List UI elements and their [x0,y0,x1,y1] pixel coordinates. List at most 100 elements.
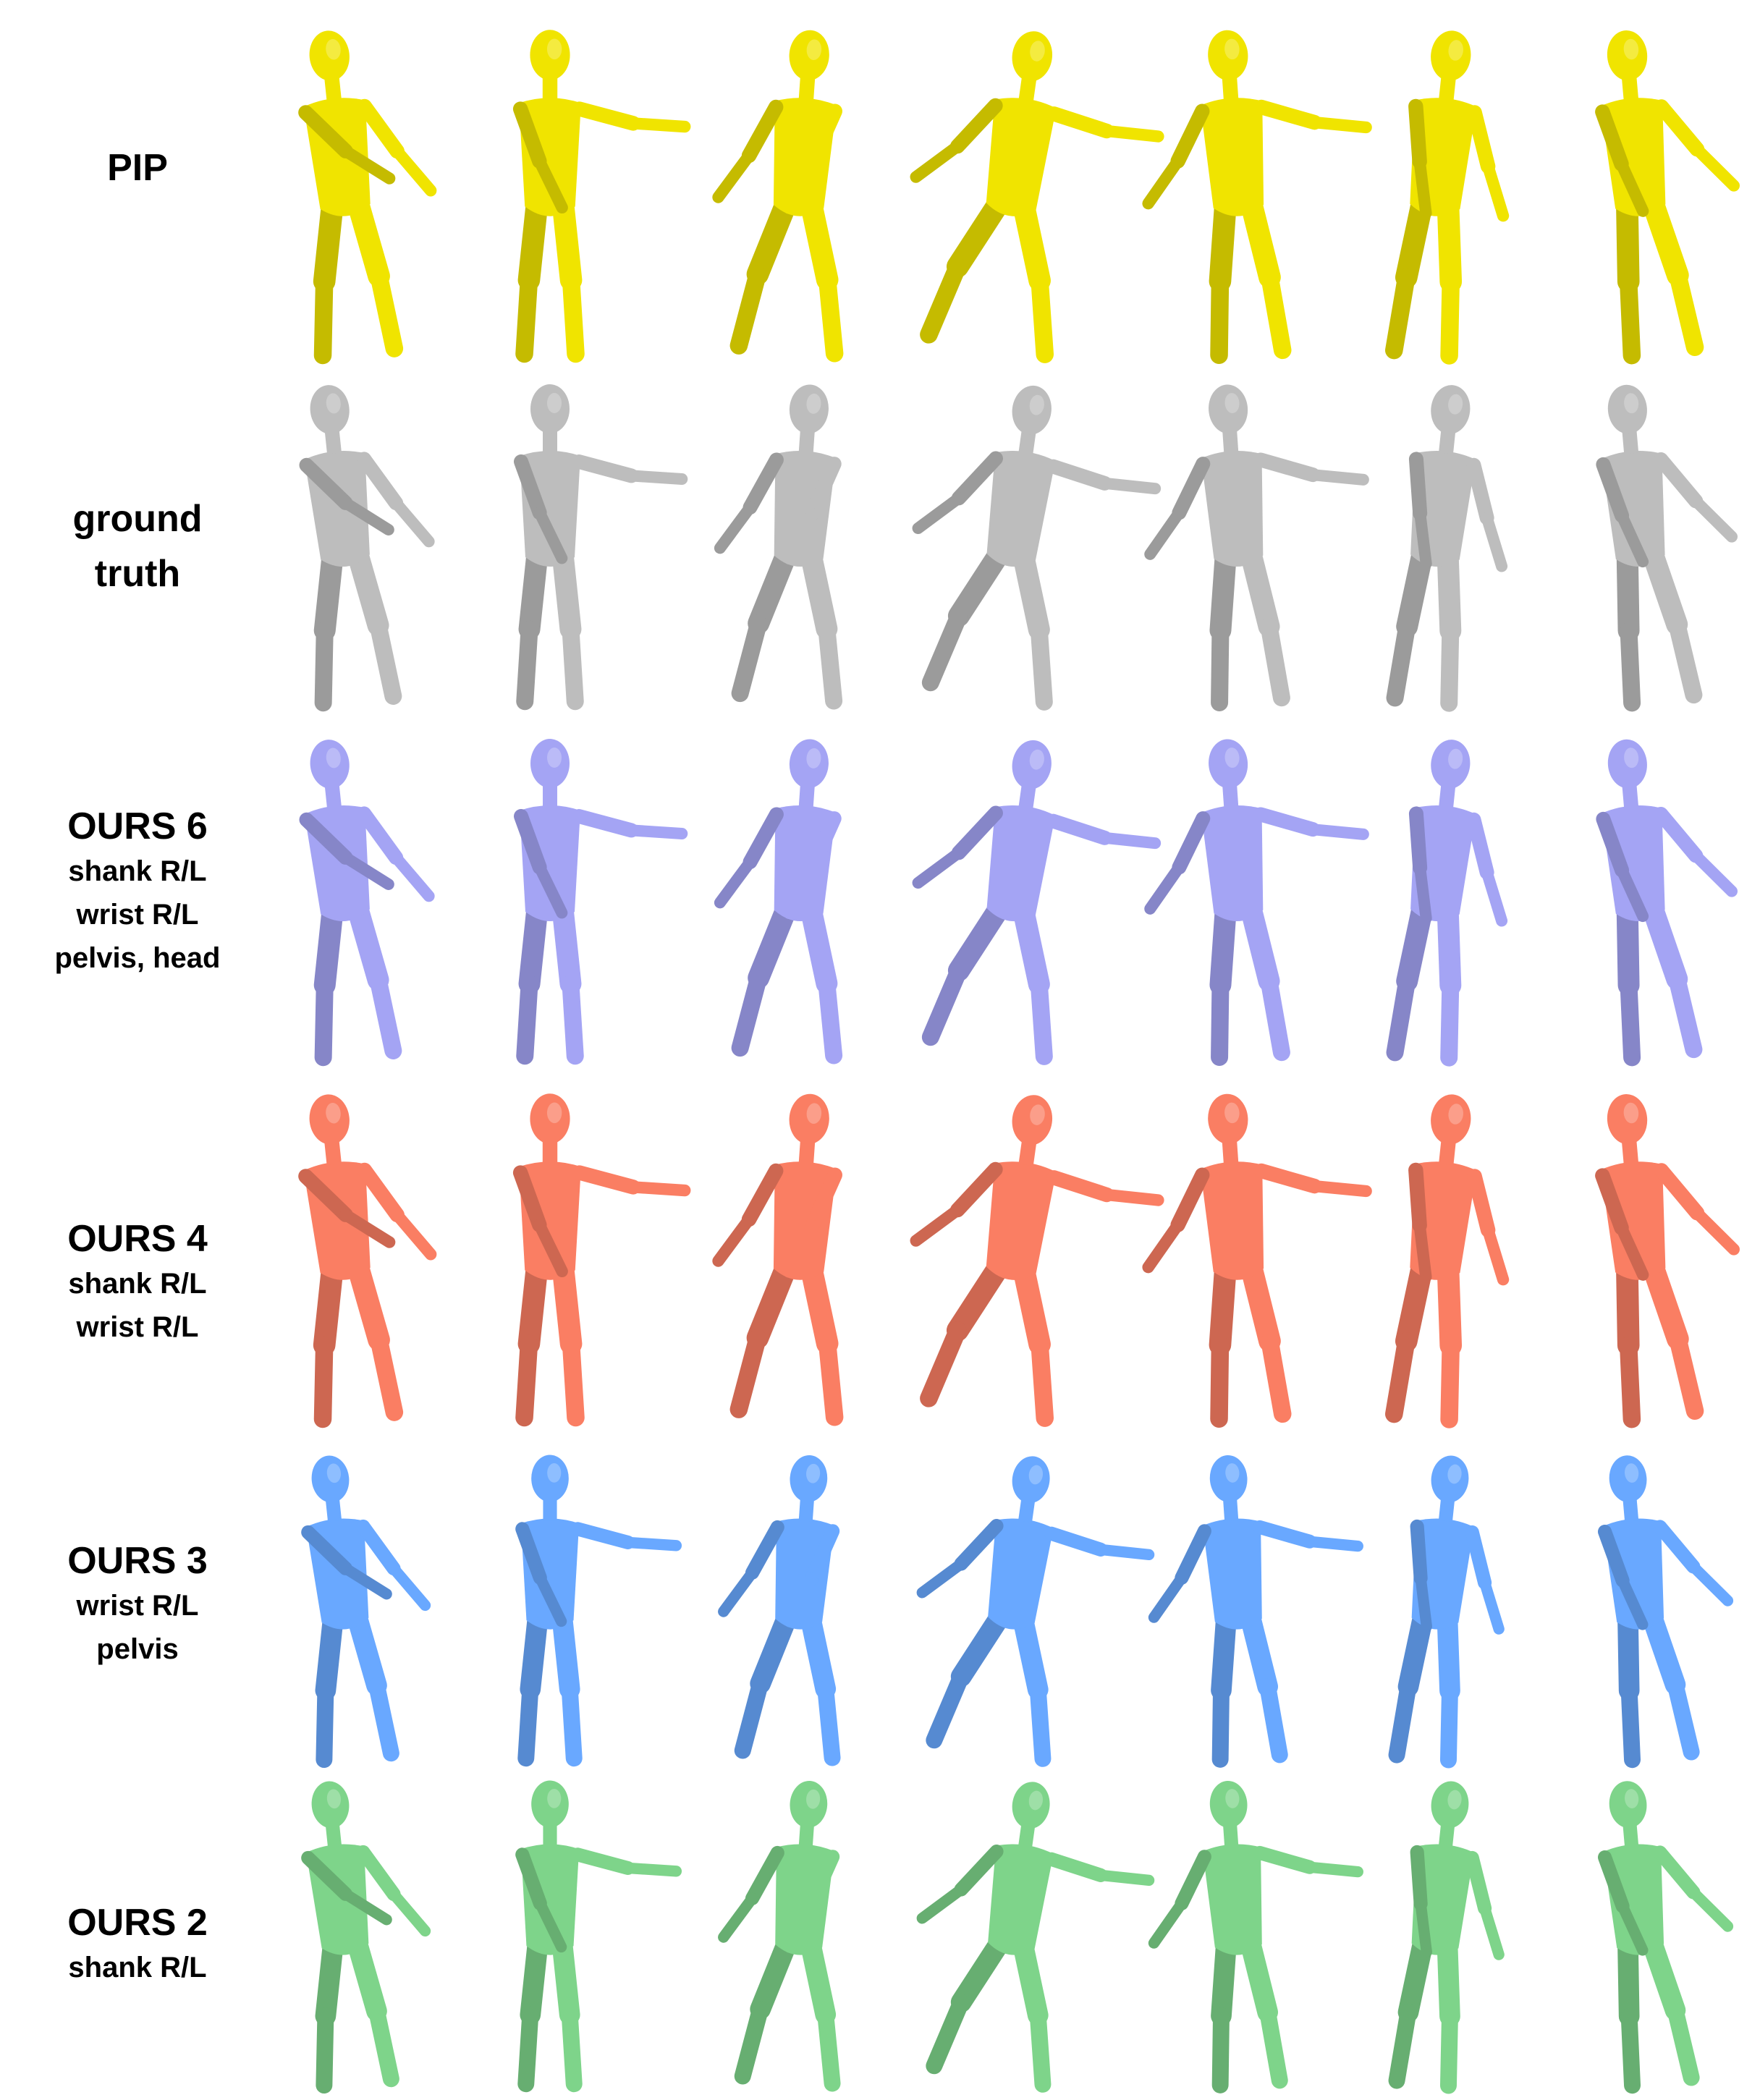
right-thigh [800,1936,837,2025]
head [789,30,829,81]
right-thigh [1240,1609,1278,1698]
right-upper-arm [1654,806,1704,863]
figure-pip-4 [910,31,1164,363]
left-shin [729,265,767,355]
neck [1222,75,1239,101]
head-highlight [1028,1790,1044,1811]
left-thigh [1616,902,1640,996]
neck [1621,75,1639,101]
right-upper-arm [805,103,842,169]
right-upper-arm [572,101,641,131]
head [531,1455,569,1502]
left-upper-arm [1595,104,1629,172]
neck [324,428,342,454]
torso [1602,1518,1664,1630]
right-upper-arm [1253,1520,1317,1549]
neck [798,1138,816,1165]
right-upper-arm [804,1524,840,1585]
head-highlight [547,1789,562,1808]
right-thigh [347,1608,387,1696]
left-thigh [520,1935,549,2025]
right-thigh [1642,545,1688,635]
left-upper-arm [1597,1850,1630,1913]
right-thigh [347,1934,387,2022]
neck [798,75,816,101]
left-thigh [748,545,797,635]
neck [1438,1822,1455,1848]
left-forearm [1144,507,1185,560]
left-forearm [1142,1219,1184,1274]
head [1431,1781,1469,1829]
figure-ours4-4 [910,1095,1164,1427]
right-forearm [1481,512,1508,572]
right-shin [1029,1681,1052,1767]
head-highlight [1030,1104,1045,1125]
left-upper-arm [954,1519,1004,1571]
right-upper-arm [357,452,404,511]
head [309,30,350,81]
right-thigh [1240,1934,1278,2023]
left-shin [1385,1332,1416,1423]
right-upper-arm [1253,99,1322,130]
left-upper-arm [515,1847,547,1910]
left-thigh [1209,1260,1237,1356]
right-forearm [783,862,818,919]
right-forearm [1101,1188,1164,1206]
figure-ground_truth-1 [299,385,435,712]
right-shin [1667,1676,1700,1761]
right-shin [370,1331,404,1421]
left-upper-arm [301,1850,352,1901]
right-thigh [1642,1609,1686,1695]
left-forearm [1144,861,1185,915]
left-thigh [1209,196,1237,292]
left-thigh [947,899,1010,982]
torso [986,98,1057,216]
row-title-ours6: OURS 6 [67,805,208,847]
left-forearm [1414,507,1432,570]
right-shin [1440,622,1460,712]
right-upper-arm [1044,1526,1108,1557]
left-thigh [748,899,797,989]
left-shin [1620,2007,1641,2094]
neck [1439,428,1456,454]
left-thigh [1396,545,1434,638]
head-highlight [1623,1102,1639,1124]
figure-ours3-6 [1388,1455,1505,1769]
right-upper-arm [1046,813,1112,845]
head [530,30,570,80]
head [1012,1095,1053,1146]
figure-ours2-4 [916,1782,1155,2093]
right-shin [1668,615,1703,704]
head [530,1093,570,1144]
left-shin [920,1321,967,1407]
left-thigh [313,196,344,293]
head-highlight [326,393,341,414]
right-forearm [1308,116,1372,134]
figure-ours3-4 [916,1456,1155,1767]
right-thigh [551,1609,580,1700]
left-thigh [947,544,1010,627]
right-upper-arm [1465,1850,1492,1915]
neck [1222,782,1239,808]
left-shin [1386,617,1416,707]
figure-ours2-1 [301,1781,431,2094]
right-upper-arm [1467,1169,1496,1238]
left-forearm [1413,1219,1432,1283]
row-title-ground-truth-line1: ground [72,498,203,540]
left-upper-arm [742,452,784,515]
left-upper-arm [1175,1850,1211,1910]
left-forearm [1413,156,1432,219]
left-forearm [712,149,756,203]
left-forearm [533,155,568,214]
head-highlight [326,1789,342,1809]
right-upper-arm [356,1845,401,1902]
head-highlight [1224,38,1240,60]
right-thigh [800,902,838,995]
neck [325,1496,342,1523]
left-shin [314,622,334,712]
right-upper-arm [357,98,405,159]
right-shin [1259,2004,1288,2089]
neck [1439,1138,1457,1166]
right-shin [1439,1682,1458,1769]
left-thigh [517,195,548,292]
